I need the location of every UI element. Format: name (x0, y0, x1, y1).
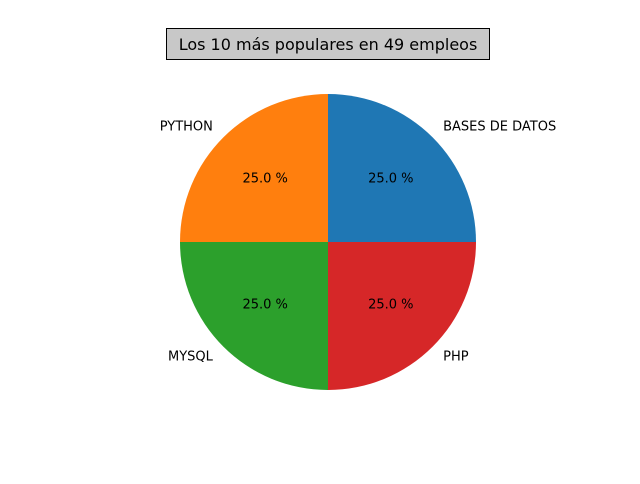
slice-label-mysql: MYSQL (168, 350, 214, 365)
slice-label-python: PYTHON (160, 119, 213, 134)
pie-slices (180, 94, 476, 390)
slice-percent-bases-de-datos: 25.0 % (368, 172, 413, 187)
chart-title-box: Los 10 más populares en 49 empleos (166, 28, 490, 60)
slice-percent-mysql: 25.0 % (242, 297, 287, 312)
pie-slice-php (328, 242, 476, 390)
pie-slice-python (180, 94, 328, 242)
pie-slice-mysql (180, 242, 328, 390)
pie-slice-bases-de-datos (328, 94, 476, 242)
slice-percent-php: 25.0 % (368, 297, 413, 312)
slice-label-php: PHP (443, 350, 469, 365)
chart-title: Los 10 más populares en 49 empleos (178, 34, 478, 54)
slice-label-bases-de-datos: BASES DE DATOS (443, 119, 556, 134)
slice-percent-python: 25.0 % (242, 172, 287, 187)
pie-labels: BASES DE DATOS 25.0 % PYTHON 25.0 % MYSQL 25.… (160, 119, 557, 364)
